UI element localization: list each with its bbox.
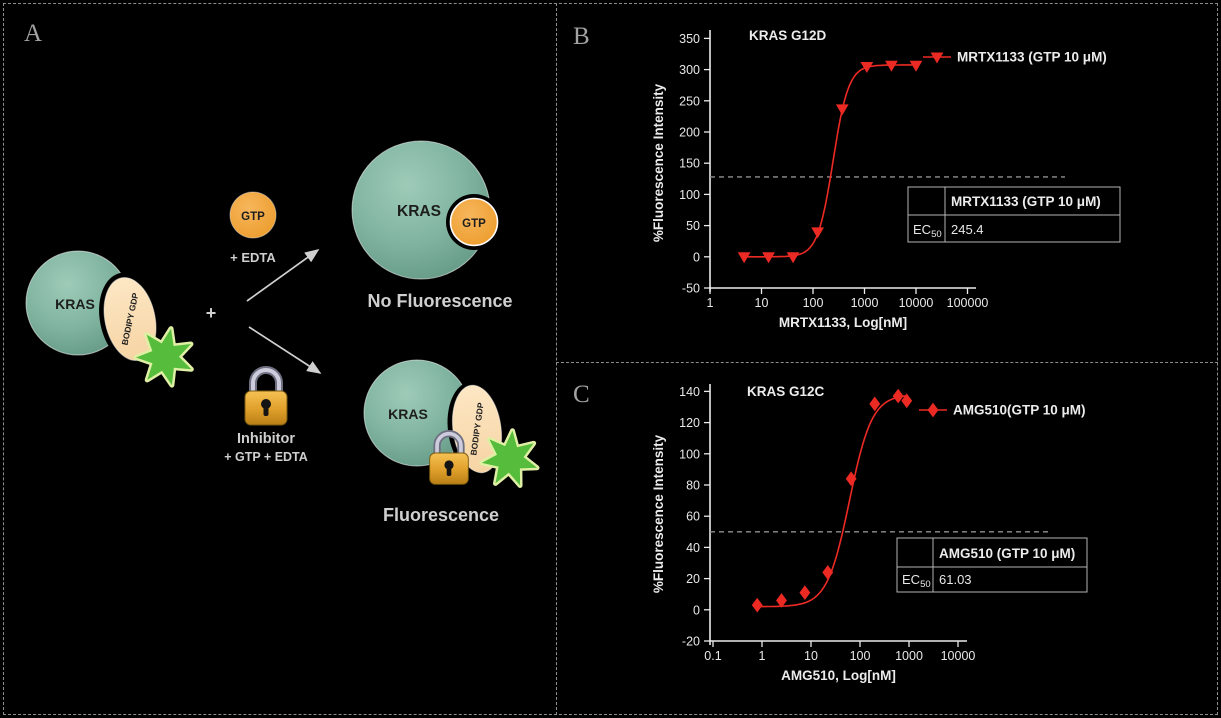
c-data-point bbox=[869, 396, 881, 412]
b-legend-marker bbox=[930, 52, 944, 64]
c-y-tick-label: 20 bbox=[686, 572, 700, 586]
b-data-point bbox=[762, 252, 775, 264]
b-y-tick-label: 200 bbox=[679, 126, 700, 140]
edta-condition-label: + EDTA bbox=[230, 250, 276, 265]
panel-divider-horizontal bbox=[556, 362, 1218, 363]
arrow-to-fluorescence bbox=[248, 326, 322, 374]
b-x-tick-label: 10 bbox=[755, 296, 769, 310]
b-table-ec50-value: 245.4 bbox=[951, 222, 984, 237]
c-data-point bbox=[901, 393, 913, 409]
b-legend-label: MRTX1133 (GTP 10 μM) bbox=[957, 50, 1107, 65]
inhibitor-label: Inhibitor bbox=[237, 431, 295, 447]
panel-divider-vertical bbox=[556, 3, 557, 715]
b-data-point bbox=[885, 60, 898, 72]
gtp-circle bbox=[229, 191, 277, 239]
kras-label: KRAS bbox=[388, 406, 428, 422]
b-data-point bbox=[835, 104, 849, 116]
kras-label: KRAS bbox=[397, 203, 441, 220]
c-data-point bbox=[892, 388, 904, 404]
gtp-bound-circle bbox=[449, 197, 499, 247]
c-legend-marker bbox=[927, 402, 939, 418]
c-x-tick-label: 100 bbox=[850, 649, 871, 663]
b-table-row-label: EC50 bbox=[913, 222, 942, 240]
b-y-tick-label: 150 bbox=[679, 157, 700, 171]
b-y-tick-label: 50 bbox=[686, 219, 700, 233]
b-table-header: MRTX1133 (GTP 10 μM) bbox=[951, 194, 1101, 209]
b-x-tick-label: 100000 bbox=[947, 296, 989, 310]
b-fit-curve bbox=[742, 64, 918, 258]
fluorescence-complex: BODIPY GDP KRAS Fluorescence bbox=[363, 359, 540, 525]
panel-b-label: B bbox=[573, 23, 590, 50]
inhibitor-condition-label: + GTP + EDTA bbox=[224, 450, 308, 464]
b-y-tick-label: 100 bbox=[679, 188, 700, 202]
fluorescence-caption: Fluorescence bbox=[383, 505, 499, 525]
b-x-tick-label: 100 bbox=[803, 296, 824, 310]
c-x-axis-title: AMG510, Log[nM] bbox=[781, 668, 896, 683]
c-data-point bbox=[776, 593, 787, 608]
c-y-tick-label: 80 bbox=[686, 479, 700, 493]
c-legend-label: AMG510(GTP 10 μM) bbox=[953, 403, 1086, 418]
b-data-point bbox=[811, 227, 824, 239]
b-x-axis-title: MRTX1133, Log[nM] bbox=[779, 315, 907, 330]
b-y-axis-title: %Fluorescence Intensity bbox=[651, 83, 666, 242]
b-x-tick-label: 1 bbox=[707, 296, 714, 310]
c-x-tick-label: 1 bbox=[759, 649, 766, 663]
c-table-header: AMG510 (GTP 10 μM) bbox=[939, 546, 1075, 561]
kras-bodipy-complex: BODIPY GDP KRAS bbox=[25, 250, 199, 388]
c-data-point bbox=[845, 471, 857, 487]
c-data-point bbox=[751, 597, 763, 613]
c-y-tick-label: 140 bbox=[679, 385, 700, 399]
c-y-tick-label: 100 bbox=[679, 447, 700, 461]
b-data-point bbox=[860, 61, 874, 73]
b-y-tick-label: 350 bbox=[679, 32, 700, 46]
c-x-tick-label: 0.1 bbox=[704, 649, 721, 663]
panel-a-label: A bbox=[24, 20, 42, 47]
c-data-point bbox=[799, 585, 811, 600]
panel-a-schematic: A BODIPY GDP KRAS + GTP + EDTA Inhibitor… bbox=[24, 20, 557, 525]
c-table-ec50-value: 61.03 bbox=[939, 572, 972, 587]
b-x-tick-label: 10000 bbox=[899, 296, 934, 310]
b-chart-title: KRAS G12D bbox=[749, 28, 827, 43]
no-fluorescence-caption: No Fluorescence bbox=[367, 291, 512, 311]
b-data-point bbox=[909, 60, 923, 72]
gtp-edta-group: GTP + EDTA bbox=[229, 191, 277, 265]
gtp-label: GTP bbox=[462, 218, 486, 230]
c-x-tick-label: 1000 bbox=[895, 649, 923, 663]
no-fluorescence-complex: KRAS GTP No Fluorescence bbox=[351, 140, 513, 311]
inhibitor-group: Inhibitor + GTP + EDTA bbox=[224, 370, 308, 464]
b-x-tick-label: 1000 bbox=[851, 296, 879, 310]
c-chart-title: KRAS G12C bbox=[747, 384, 825, 399]
arrow-to-no-fluorescence bbox=[246, 249, 320, 302]
b-y-tick-label: -50 bbox=[682, 282, 700, 296]
b-y-tick-label: 0 bbox=[693, 250, 700, 264]
c-y-tick-label: 0 bbox=[693, 603, 700, 617]
c-y-tick-label: 120 bbox=[679, 416, 700, 430]
c-y-axis-title: %Fluorescence Intensity bbox=[651, 434, 666, 593]
panel-c-chart: C -20 0 20 40 60 80 100 120 140 0.1 1 10 100 1000 10000… bbox=[573, 381, 1088, 683]
c-table-row-label: EC50 bbox=[902, 572, 931, 590]
gtp-label: GTP bbox=[241, 211, 265, 223]
c-fit-curve bbox=[755, 394, 908, 608]
panel-b-chart: B -50 0 50 100 150 200 250 300 350 1 10 100 1000 10000… bbox=[573, 23, 1121, 330]
lock-icon bbox=[245, 370, 287, 425]
plus-sign: + bbox=[206, 303, 217, 323]
c-y-tick-label: 40 bbox=[686, 541, 700, 555]
b-data-point bbox=[786, 252, 800, 264]
b-data-point bbox=[737, 252, 751, 264]
b-y-tick-label: 250 bbox=[679, 94, 700, 108]
b-y-tick-label: 300 bbox=[679, 63, 700, 77]
fluorophore-star-icon bbox=[480, 428, 540, 487]
c-x-tick-label: 10000 bbox=[941, 649, 976, 663]
c-y-tick-label: -20 bbox=[682, 635, 700, 649]
c-ec50-table bbox=[896, 537, 1088, 593]
panel-c-label: C bbox=[573, 381, 590, 408]
kras-label: KRAS bbox=[55, 296, 95, 312]
c-data-point bbox=[822, 565, 834, 580]
c-x-tick-label: 10 bbox=[804, 649, 818, 663]
c-y-tick-label: 60 bbox=[686, 510, 700, 524]
